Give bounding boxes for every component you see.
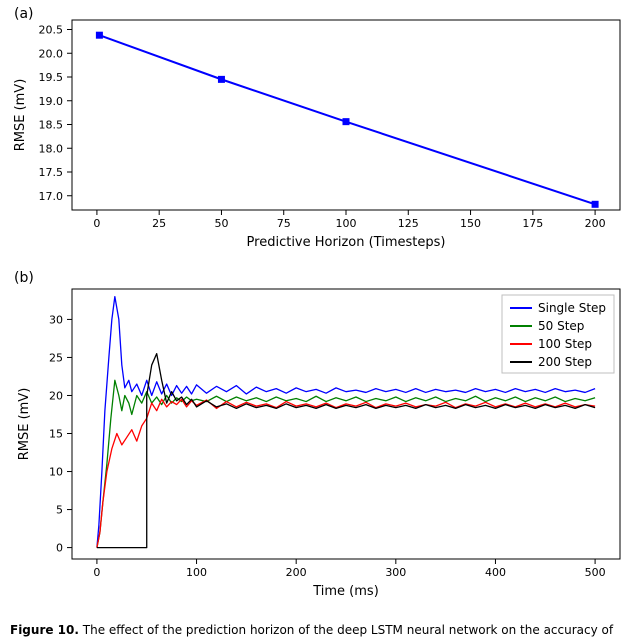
svg-text:Predictive Horizon (Timesteps): Predictive Horizon (Timesteps) [247,235,446,250]
figure-container: (a) 025507510012515017520017.017.518.018… [0,0,640,640]
svg-text:18.5: 18.5 [39,119,64,132]
svg-text:19.5: 19.5 [39,71,64,84]
caption-text: The effect of the prediction horizon of … [79,623,613,637]
svg-text:0: 0 [56,542,63,555]
svg-text:17.0: 17.0 [39,190,64,203]
svg-text:RMSE (mV): RMSE (mV) [13,79,28,152]
svg-text:0: 0 [93,566,100,579]
svg-text:500: 500 [585,566,606,579]
panel-a-chart: 0 25 50 75 100 125 150 175 200 17.0 17.5 18.0 18.5 19… [0,0,640,260]
svg-text:50 Step: 50 Step [538,319,584,333]
svg-text:150: 150 [460,217,481,230]
svg-text:20.5: 20.5 [39,24,64,37]
svg-text:Time (ms): Time (ms) [312,584,379,599]
svg-text:200: 200 [286,566,307,579]
svg-text:5: 5 [56,504,63,517]
svg-text:25: 25 [152,217,166,230]
svg-text:200 Step: 200 Step [538,355,592,369]
svg-text:20: 20 [49,389,63,402]
svg-text:100 Step: 100 Step [538,337,592,351]
svg-text:0: 0 [93,217,100,230]
svg-text:200: 200 [585,217,606,230]
svg-text:10: 10 [49,466,63,479]
svg-text:75: 75 [277,217,291,230]
svg-text:100: 100 [336,217,357,230]
svg-text:30: 30 [49,313,63,326]
svg-text:300: 300 [385,566,406,579]
svg-text:100: 100 [186,566,207,579]
svg-text:Single Step: Single Step [538,301,606,315]
svg-text:18.0: 18.0 [39,142,64,155]
panel-b-chart: 0 100 200 300 400 500 0 5 10 15 20 25 30 Time (ms) RMS… [0,264,640,609]
svg-text:17.5: 17.5 [39,166,64,179]
svg-text:RMSE (mV): RMSE (mV) [17,388,32,461]
svg-text:19.0: 19.0 [39,95,64,108]
svg-text:25: 25 [49,351,63,364]
caption-prefix: Figure 10. [10,623,79,637]
figure-caption: Figure 10. The effect of the prediction … [10,623,613,637]
svg-text:15: 15 [49,428,63,441]
svg-text:50: 50 [214,217,228,230]
svg-text:400: 400 [485,566,506,579]
svg-text:20.0: 20.0 [39,47,64,60]
svg-text:175: 175 [522,217,543,230]
svg-text:125: 125 [398,217,419,230]
